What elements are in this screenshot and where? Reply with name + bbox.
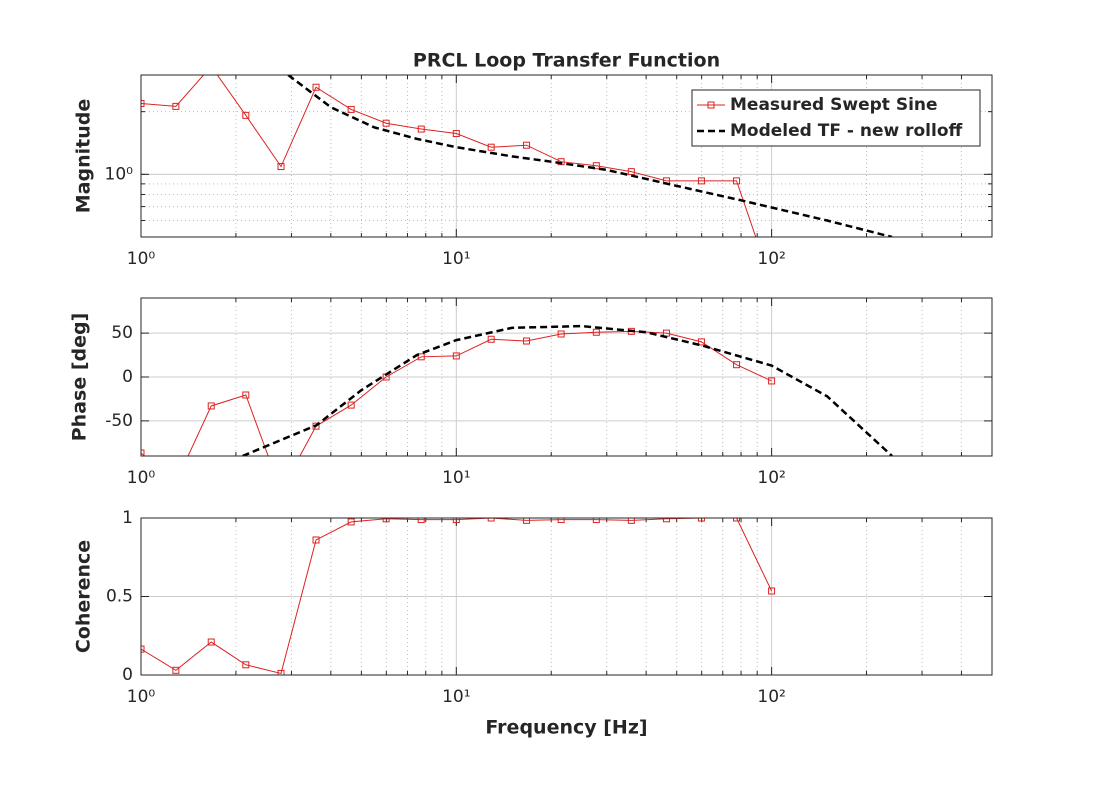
marker <box>208 63 214 69</box>
marker <box>207 638 215 646</box>
marker <box>242 111 250 119</box>
x-tick-label: 10⁰ <box>127 468 156 488</box>
marker <box>277 163 285 171</box>
marker <box>173 479 179 485</box>
marker <box>697 177 705 185</box>
y-axis-label: Phase [deg] <box>69 313 91 442</box>
marker <box>523 337 531 345</box>
marker <box>417 125 425 133</box>
x-tick-label: 10² <box>757 468 785 488</box>
marker <box>487 518 495 522</box>
marker <box>452 352 460 360</box>
marker <box>733 177 741 185</box>
marker <box>768 377 776 385</box>
x-axis-label: Frequency [Hz] <box>485 717 647 739</box>
marker <box>452 518 460 524</box>
marker <box>278 488 284 494</box>
axes-box <box>140 517 993 676</box>
y-axis-label: Magnitude <box>73 99 95 213</box>
marker <box>417 518 425 524</box>
legend: Measured Swept Sine Modeled TF - new roll… <box>691 89 981 147</box>
marker <box>592 328 600 336</box>
marker <box>487 143 495 151</box>
marker <box>452 130 460 138</box>
marker <box>347 105 355 113</box>
series-line <box>141 75 757 237</box>
marker <box>312 422 320 430</box>
marker <box>557 330 565 338</box>
marker <box>382 518 390 523</box>
chart-title: PRCL Loop Transfer Function <box>413 50 720 72</box>
x-tick-label: 10⁰ <box>127 687 156 707</box>
y-tick-label: 0 <box>122 665 133 685</box>
series-line <box>287 75 893 237</box>
data-layer <box>141 324 893 494</box>
marker <box>523 141 531 149</box>
marker <box>733 518 741 522</box>
panel: 10⁰ 10¹ 10² 0 0.5 1 Coherence Frequency [Hz] <box>73 508 993 739</box>
marker <box>627 168 635 176</box>
marker <box>141 645 145 653</box>
series-line <box>242 324 893 456</box>
y-tick-label: 50 <box>111 323 133 343</box>
axes-box <box>140 297 993 457</box>
y-axis-label: Coherence <box>73 540 95 653</box>
panel: 10⁰ 10¹ 10² 10⁰ Magnitude PRCL Loop Transfer … <box>73 50 993 286</box>
y-tick-label: 10⁰ <box>105 164 134 184</box>
legend-marker <box>707 101 715 109</box>
marker <box>242 391 250 399</box>
legend-label: Modeled TF - new rolloff <box>730 121 962 141</box>
data-layer <box>141 63 893 286</box>
marker <box>277 669 285 675</box>
y-tick-label: 0 <box>122 367 133 387</box>
marker <box>347 518 355 526</box>
marker <box>769 280 775 286</box>
axes-box <box>140 74 993 238</box>
marker <box>487 335 495 343</box>
marker <box>592 518 600 524</box>
data-layer <box>141 518 776 675</box>
marker <box>207 402 215 410</box>
marker <box>312 83 320 91</box>
marker <box>347 401 355 409</box>
marker <box>557 518 565 524</box>
marker <box>627 518 635 524</box>
marker <box>697 338 705 346</box>
x-tick-label: 10¹ <box>442 468 470 488</box>
marker <box>172 102 180 110</box>
marker <box>382 119 390 127</box>
x-tick-label: 10¹ <box>442 249 470 269</box>
x-tick-label: 10¹ <box>442 687 470 707</box>
y-tick-label: 1 <box>122 508 133 528</box>
marker <box>417 353 425 361</box>
marker <box>768 587 776 595</box>
marker <box>697 518 705 522</box>
x-tick-label: 10² <box>757 249 785 269</box>
marker <box>592 162 600 170</box>
series-line <box>141 518 773 675</box>
marker <box>172 666 180 674</box>
marker <box>141 449 145 456</box>
y-tick-label: 0.5 <box>106 587 133 607</box>
marker <box>312 536 320 544</box>
marker <box>733 361 741 369</box>
marker <box>662 518 670 523</box>
legend-box <box>691 89 981 147</box>
series-line <box>141 330 772 456</box>
y-tick-label: -50 <box>105 411 133 431</box>
legend-label: Measured Swept Sine <box>730 95 938 115</box>
marker <box>242 661 250 669</box>
marker <box>141 99 145 107</box>
panel: 10⁰ 10¹ 10² -50 0 50 Phase [deg] <box>69 297 993 494</box>
marker <box>523 518 531 524</box>
x-tick-label: 10⁰ <box>127 249 156 269</box>
x-tick-label: 10² <box>757 687 785 707</box>
